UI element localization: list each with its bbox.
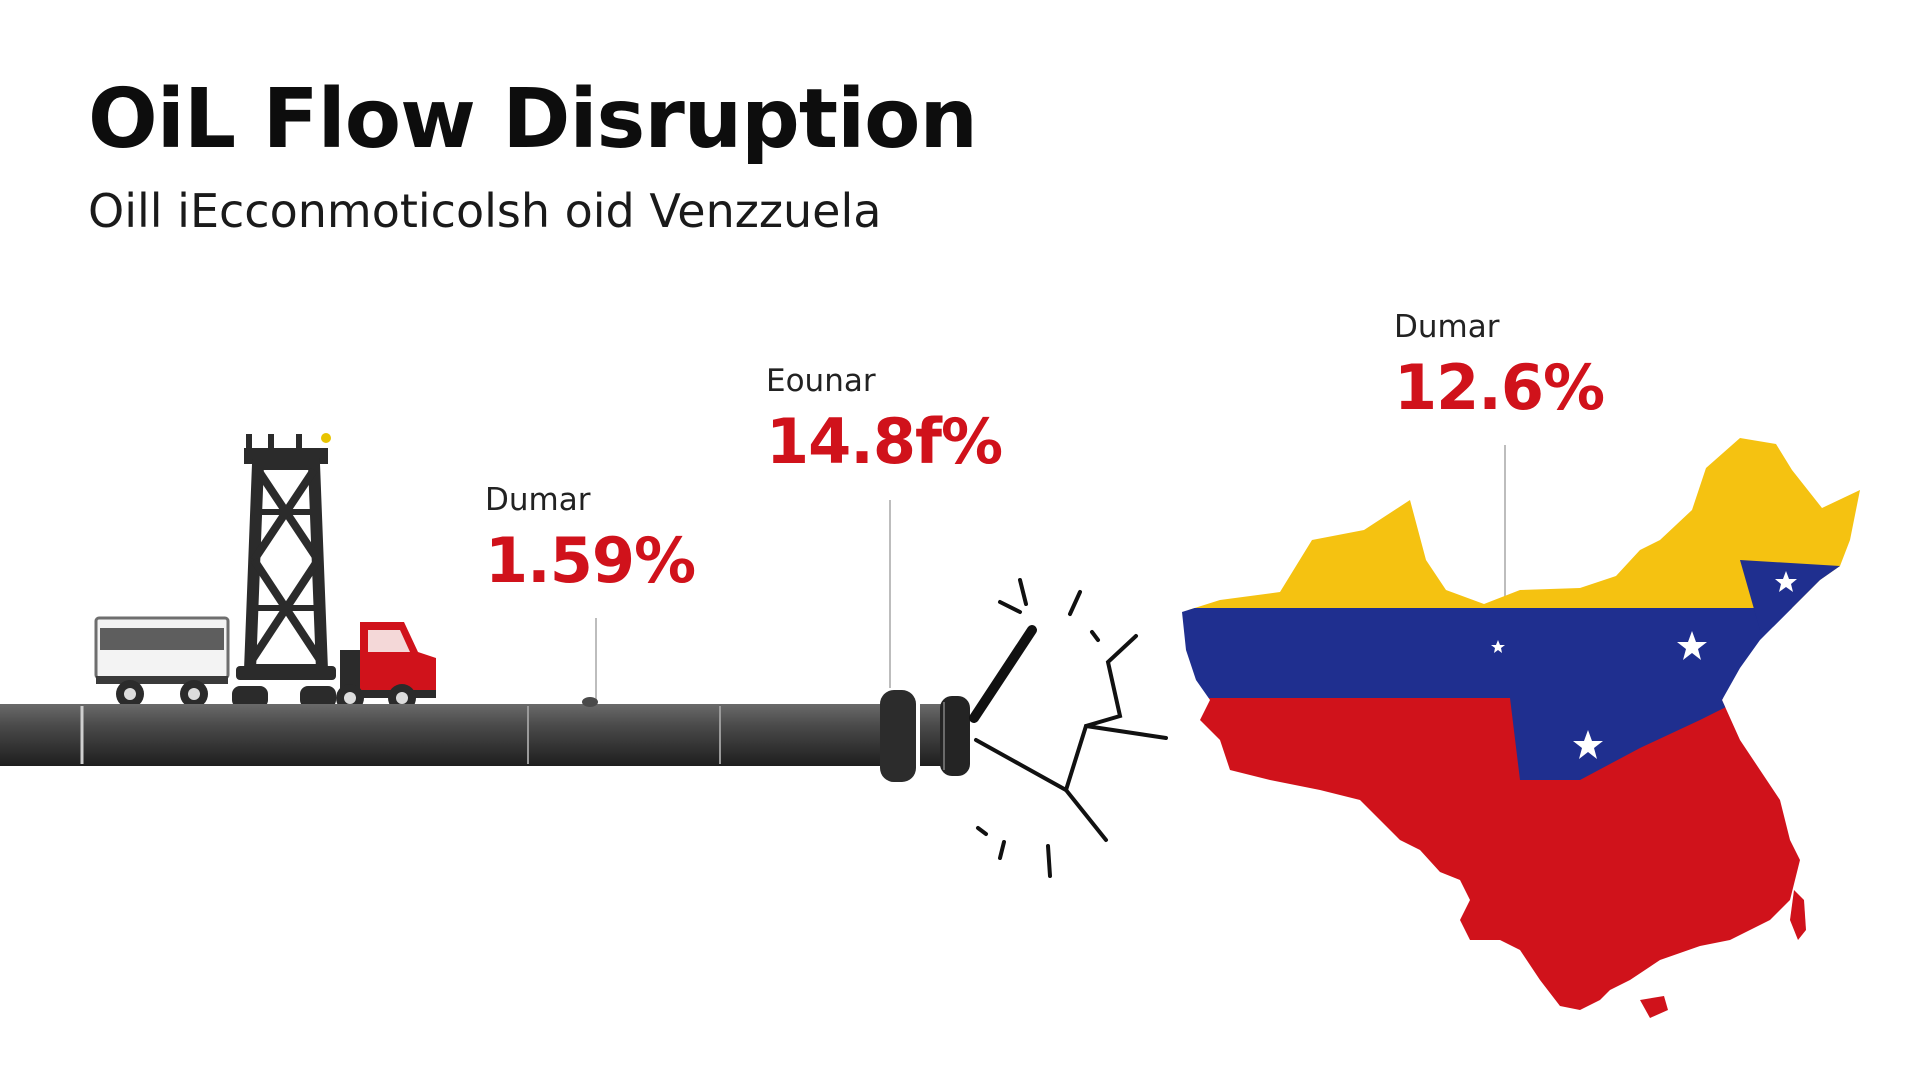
stat-value: 14.8f% <box>766 405 1003 478</box>
stat-block-3: Dumar 12.6% <box>1394 309 1605 424</box>
oil-derrick-icon <box>232 433 336 708</box>
crack-icon <box>974 578 1168 878</box>
star-icon <box>1491 571 1797 759</box>
page-subtitle: Oill iEcconmoticolsh oid Venzzuela <box>88 184 882 238</box>
tanker-truck-icon <box>94 616 436 712</box>
island-icon <box>1640 890 1806 1018</box>
pipeline <box>0 690 970 782</box>
broken-pipe-icon <box>969 625 1037 723</box>
stat-label: Dumar <box>485 482 591 518</box>
page-title: OiL Flow Disruption <box>88 72 978 167</box>
stat-block-2: Eounar 14.8f% <box>766 363 1003 478</box>
stat-value: 12.6% <box>1394 351 1605 424</box>
flag-map-icon <box>1182 438 1860 1010</box>
wheel-icon <box>116 680 144 708</box>
stat-label: Eounar <box>766 363 876 399</box>
stat-label: Dumar <box>1394 309 1500 345</box>
stat-block-1: Dumar 1.59% <box>485 482 696 597</box>
wheel-icon <box>180 680 208 708</box>
stat-value: 1.59% <box>485 524 696 597</box>
